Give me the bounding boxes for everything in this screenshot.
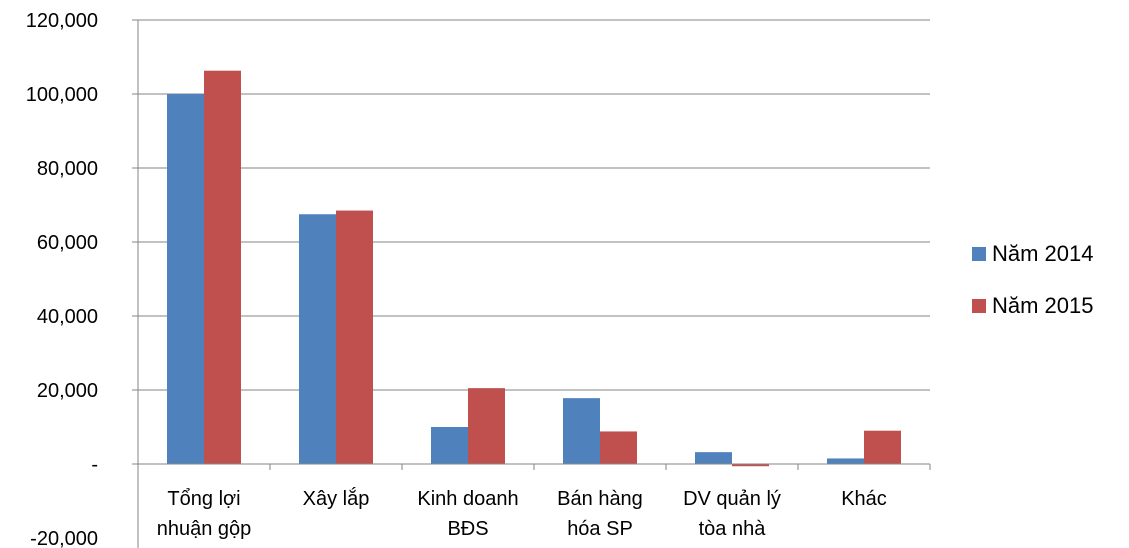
legend-item-2015: Năm 2015 — [972, 290, 1094, 322]
x-category-label: Tổng lợi — [167, 488, 240, 510]
y-tick-label: 60,000 — [37, 232, 98, 254]
y-tick-label: 40,000 — [37, 306, 98, 328]
bar-2015 — [336, 210, 373, 464]
axes — [137, 20, 931, 548]
gridlines — [138, 19, 930, 391]
x-category-label: Khác — [841, 488, 887, 510]
y-tick-label: -20,000 — [30, 528, 98, 548]
x-axis-labels: Tổng lợi nhuận gộp Xây lắp Kinh doanh BĐS Bán… — [157, 487, 887, 540]
y-tick-label: 120,000 — [26, 10, 98, 32]
y-tick-label: 100,000 — [26, 84, 98, 106]
bar-2014 — [827, 458, 864, 464]
bar-2015 — [468, 388, 505, 464]
bar-2015 — [864, 430, 901, 464]
bar-2014 — [563, 398, 600, 464]
y-tick-label: - — [91, 454, 98, 476]
legend-label-2014: Năm 2014 — [992, 241, 1094, 266]
y-tick-label: 80,000 — [37, 158, 98, 180]
legend-item-2014: Năm 2014 — [972, 238, 1094, 270]
x-category-label: Xây lắp — [303, 487, 370, 510]
x-category-label: DV quản lý — [683, 488, 781, 510]
legend-swatch-2015 — [972, 299, 986, 313]
x-category-label: nhuận gộp — [157, 518, 252, 540]
legend-swatch-2014 — [972, 247, 986, 261]
bar-2015 — [732, 464, 769, 467]
bar-2015 — [204, 70, 241, 464]
bar-2014 — [299, 214, 336, 464]
legend: Năm 2014 Năm 2015 — [972, 238, 1094, 342]
y-axis-ticks: 120,000 100,000 80,000 60,000 40,000 20,000 - -… — [26, 10, 138, 548]
x-category-label: hóa SP — [567, 518, 633, 540]
x-category-label: Kinh doanh — [417, 488, 518, 510]
x-category-label: tòa nhà — [699, 518, 767, 540]
bar-2014 — [167, 94, 204, 464]
x-category-label: Bán hàng — [557, 488, 643, 510]
x-category-label: BĐS — [447, 518, 488, 540]
bar-2015 — [600, 431, 637, 464]
bar-2014 — [695, 452, 732, 464]
bar-2014 — [431, 427, 468, 464]
legend-label-2015: Năm 2015 — [992, 293, 1094, 318]
bars — [167, 70, 901, 467]
y-tick-label: 20,000 — [37, 380, 98, 402]
